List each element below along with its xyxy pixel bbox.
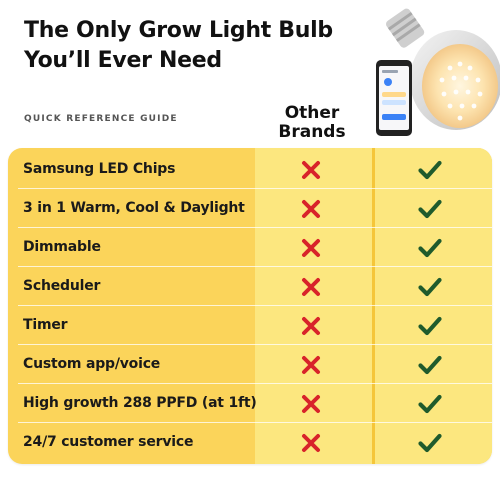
check-icon xyxy=(418,315,442,337)
cross-icon xyxy=(301,394,321,414)
headline-line-2: You’ll Ever Need xyxy=(24,48,222,73)
headline-line-1: The Only Grow Light Bulb xyxy=(24,18,333,43)
feature-label: 3 in 1 Warm, Cool & Daylight xyxy=(23,200,245,216)
row-divider xyxy=(18,422,492,423)
check-icon xyxy=(418,276,442,298)
check-icon xyxy=(418,237,442,259)
other-brands-header-line-1: Other xyxy=(284,103,340,123)
feature-label: High growth 288 PPFD (at 1ft) xyxy=(23,395,257,411)
cross-icon xyxy=(301,355,321,375)
grow-light-bulb-icon xyxy=(376,8,500,136)
other-brands-column xyxy=(255,148,372,464)
check-icon xyxy=(418,159,442,181)
feature-label: Timer xyxy=(23,317,68,333)
table-row: Dimmable xyxy=(8,228,492,267)
row-divider xyxy=(18,266,492,267)
cross-icon xyxy=(301,433,321,453)
table-row: 3 in 1 Warm, Cool & Daylight xyxy=(8,189,492,228)
check-icon xyxy=(418,432,442,454)
row-divider xyxy=(18,305,492,306)
other-brands-header-line-2: Brands xyxy=(278,122,346,142)
feature-rows: Samsung LED Chips 3 in 1 Warm, Cool & Day… xyxy=(8,148,492,464)
feature-label: Scheduler xyxy=(23,278,101,294)
product-image xyxy=(372,8,500,140)
cross-icon xyxy=(301,277,321,297)
comparison-table: Samsung LED Chips 3 in 1 Warm, Cool & Day… xyxy=(8,148,492,464)
row-divider xyxy=(18,383,492,384)
headline: The Only Grow Light Bulb You’ll Ever Nee… xyxy=(24,16,333,76)
table-row: High growth 288 PPFD (at 1ft) xyxy=(8,384,492,423)
cross-icon xyxy=(301,199,321,219)
row-divider xyxy=(18,227,492,228)
check-icon xyxy=(418,354,442,376)
quick-reference-label: QUICK REFERENCE GUIDE xyxy=(24,114,178,124)
table-row: Custom app/voice xyxy=(8,345,492,384)
table-row: Scheduler xyxy=(8,267,492,306)
table-row: Timer xyxy=(8,306,492,345)
feature-label: Samsung LED Chips xyxy=(23,161,176,177)
feature-label: 24/7 customer service xyxy=(23,434,194,450)
table-row: 24/7 customer service xyxy=(8,423,492,462)
check-icon xyxy=(418,393,442,415)
row-divider xyxy=(18,188,492,189)
other-brands-header: Other Brands xyxy=(262,104,362,142)
cross-icon xyxy=(301,316,321,336)
check-icon xyxy=(418,198,442,220)
cross-icon xyxy=(301,238,321,258)
cross-icon xyxy=(301,160,321,180)
row-divider xyxy=(18,344,492,345)
table-row: Samsung LED Chips xyxy=(8,150,492,189)
feature-label: Custom app/voice xyxy=(23,356,161,372)
feature-label: Dimmable xyxy=(23,239,101,255)
our-product-column xyxy=(372,148,492,464)
